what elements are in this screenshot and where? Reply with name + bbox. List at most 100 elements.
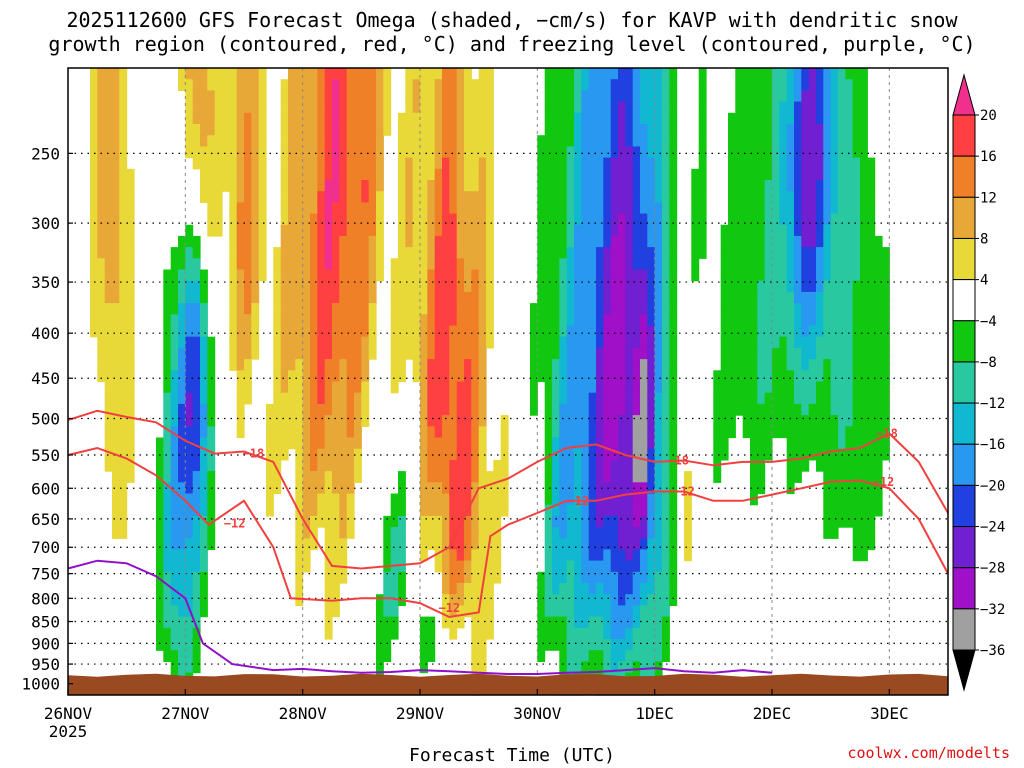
omega-cell bbox=[882, 303, 890, 315]
omega-cell bbox=[588, 79, 597, 91]
omega-cell bbox=[280, 146, 289, 159]
omega-cell bbox=[324, 202, 333, 215]
omega-cell bbox=[632, 583, 641, 595]
omega-cell bbox=[192, 146, 201, 159]
omega-cell bbox=[104, 325, 113, 338]
omega-cell bbox=[603, 583, 612, 595]
omega-cell bbox=[420, 280, 428, 293]
omega-cell bbox=[332, 415, 340, 427]
omega-cell bbox=[647, 90, 656, 103]
omega-cell bbox=[537, 191, 546, 203]
omega-cell bbox=[867, 403, 876, 416]
omega-cell bbox=[126, 370, 135, 383]
omega-cell bbox=[398, 202, 406, 215]
omega-cell bbox=[632, 549, 641, 562]
omega-cell bbox=[310, 280, 318, 293]
chart-title-line-1: 2025112600 GFS Forecast Omega (shaded, −… bbox=[66, 8, 958, 32]
omega-cell bbox=[845, 314, 854, 327]
omega-cell bbox=[361, 325, 370, 338]
omega-cell bbox=[295, 135, 304, 147]
omega-cell bbox=[493, 560, 502, 573]
omega-cell bbox=[471, 605, 480, 618]
omega-cell bbox=[332, 426, 340, 439]
omega-cell bbox=[713, 403, 722, 416]
omega-cell bbox=[713, 426, 722, 439]
omega-cell bbox=[838, 347, 846, 360]
omega-cell bbox=[471, 594, 480, 606]
omega-cell bbox=[427, 426, 436, 439]
omega-cell bbox=[236, 68, 245, 80]
omega-cell bbox=[324, 459, 333, 472]
omega-cell bbox=[552, 515, 560, 528]
omega-cell bbox=[317, 280, 326, 293]
omega-cell bbox=[552, 336, 560, 349]
omega-cell bbox=[596, 515, 604, 528]
omega-cell bbox=[603, 359, 612, 371]
omega-cell bbox=[823, 437, 832, 450]
omega-cell bbox=[603, 291, 612, 304]
omega-cell bbox=[361, 415, 370, 427]
omega-cell bbox=[640, 247, 648, 259]
source-credit[interactable]: coolwx.com/modelts bbox=[847, 744, 1010, 762]
omega-cell bbox=[112, 280, 120, 293]
omega-cell bbox=[662, 538, 670, 551]
omega-cell bbox=[456, 325, 465, 338]
omega-cell bbox=[808, 336, 817, 349]
omega-cell bbox=[845, 504, 854, 517]
omega-cell bbox=[324, 191, 333, 203]
omega-cell bbox=[317, 359, 326, 371]
omega-cell bbox=[442, 79, 450, 91]
omega-cell bbox=[112, 515, 120, 528]
omega-cell bbox=[295, 370, 304, 383]
omega-cell bbox=[185, 515, 194, 528]
omega-cell bbox=[874, 247, 883, 259]
omega-cell bbox=[119, 459, 128, 472]
omega-cell bbox=[544, 258, 553, 271]
omega-cell bbox=[640, 549, 648, 562]
omega-cell bbox=[288, 235, 296, 248]
omega-cell bbox=[486, 168, 494, 181]
omega-cell bbox=[581, 135, 590, 147]
omega-cell bbox=[185, 146, 194, 159]
omega-cell bbox=[442, 224, 450, 237]
omega-cell bbox=[574, 549, 582, 562]
omega-cell bbox=[324, 392, 333, 405]
omega-cell bbox=[544, 325, 553, 338]
omega-cell bbox=[735, 280, 744, 293]
omega-cell bbox=[302, 370, 311, 383]
omega-cell bbox=[588, 370, 597, 383]
omega-cell bbox=[456, 191, 465, 203]
omega-cell bbox=[544, 627, 553, 640]
omega-cell bbox=[244, 303, 252, 315]
omega-cell bbox=[207, 157, 216, 170]
omega-cell bbox=[735, 101, 744, 114]
omega-cell bbox=[720, 303, 729, 315]
omega-cell bbox=[669, 112, 678, 125]
omega-cell bbox=[801, 79, 810, 91]
omega-cell bbox=[625, 224, 634, 237]
omega-cell bbox=[471, 124, 480, 136]
omega-cell bbox=[464, 258, 472, 271]
omega-cell bbox=[581, 459, 590, 472]
omega-cell bbox=[867, 180, 876, 192]
omega-cell bbox=[170, 247, 179, 259]
omega-cell bbox=[398, 314, 406, 327]
omega-cell bbox=[574, 79, 582, 91]
omega-cell bbox=[295, 235, 304, 248]
omega-cell bbox=[662, 135, 670, 147]
omega-cell bbox=[860, 202, 868, 215]
omega-cell bbox=[654, 594, 663, 606]
omega-cell bbox=[830, 291, 839, 304]
omega-cell bbox=[566, 269, 575, 282]
omega-cell bbox=[808, 235, 817, 248]
omega-cell bbox=[185, 594, 194, 606]
omega-cell bbox=[588, 135, 597, 147]
omega-cell bbox=[104, 258, 113, 271]
omega-cell bbox=[801, 202, 810, 215]
omega-cell bbox=[383, 594, 392, 606]
omega-cell bbox=[816, 415, 824, 427]
omega-cell bbox=[200, 583, 208, 595]
omega-cell bbox=[779, 370, 788, 383]
omega-cell bbox=[544, 493, 553, 506]
omega-cell bbox=[478, 224, 487, 237]
